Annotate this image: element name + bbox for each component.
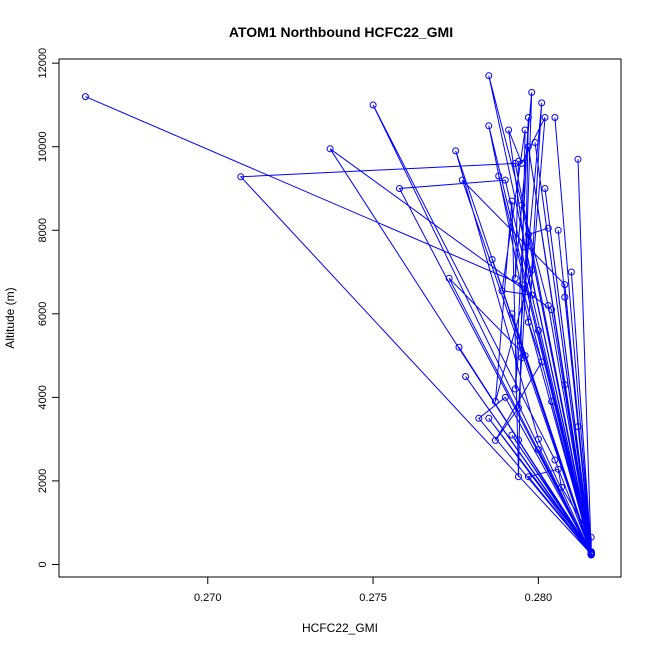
y-tick-label: 8000 [37, 218, 49, 242]
data-point [485, 122, 493, 130]
data-point [528, 291, 536, 299]
data-point [521, 126, 529, 134]
x-axis: 0.270 0.275 0.280 [194, 576, 553, 604]
data-point [511, 274, 519, 282]
data-point [518, 354, 526, 362]
data-point [541, 114, 549, 121]
y-tick-label: 12000 [37, 48, 49, 79]
data-point [515, 436, 522, 444]
data-point [561, 281, 569, 289]
data-point [521, 285, 529, 293]
plot-area [81, 72, 595, 559]
data-point [237, 173, 245, 181]
data-point [369, 101, 377, 109]
data-point [511, 385, 519, 393]
data-point [462, 373, 470, 380]
data-point [475, 414, 483, 422]
data-point [538, 99, 546, 107]
data-point [567, 268, 575, 276]
data-point [524, 114, 532, 121]
data-point [515, 473, 522, 481]
data-point [551, 456, 559, 464]
data-point [561, 293, 569, 301]
x-tick-label: 0.280 [525, 592, 553, 604]
data-point [491, 436, 499, 444]
y-axis: 0 2000 4000 6000 8000 10000 12000 [37, 48, 60, 568]
y-tick-label: 4000 [37, 385, 49, 409]
data-point [587, 549, 595, 557]
data-point [574, 155, 582, 163]
data-point [524, 473, 532, 481]
y-tick-label: 10000 [37, 131, 49, 162]
series-line [85, 75, 592, 556]
data-point [455, 343, 463, 351]
data-point [524, 231, 532, 238]
data-point [485, 414, 493, 422]
data-point [452, 147, 460, 155]
data-point [554, 226, 562, 234]
y-tick-label: 6000 [37, 302, 49, 326]
data-point [508, 197, 516, 205]
y-axis-label: Altitude (m) [3, 287, 17, 348]
data-point [544, 224, 552, 232]
data-point [505, 126, 513, 134]
data-point [498, 287, 506, 295]
y-tick-label: 2000 [37, 469, 49, 493]
data-point [538, 358, 546, 366]
data-point [396, 185, 403, 192]
data-point [445, 274, 453, 282]
data-point [534, 435, 542, 443]
data-point [541, 185, 549, 192]
data-point [501, 176, 509, 184]
x-axis-label: HCFC22_GMI [302, 621, 378, 635]
data-point [485, 72, 493, 80]
data-point [561, 381, 569, 389]
data-point [544, 302, 552, 309]
series-line [494, 92, 549, 477]
data-point [551, 114, 559, 121]
chart-title: ATOM1 Northbound HCFC22_GMI [229, 24, 453, 40]
data-point [528, 266, 536, 274]
data-point [515, 404, 522, 412]
data-point [528, 88, 536, 96]
data-point [81, 93, 89, 101]
data-point [491, 398, 499, 405]
data-point [518, 159, 526, 167]
data-point [326, 145, 334, 153]
data-point [554, 465, 562, 473]
data-point [488, 256, 496, 263]
data-point [501, 393, 509, 401]
data-point [524, 318, 532, 326]
data-point [458, 176, 466, 184]
x-tick-label: 0.275 [359, 592, 387, 604]
y-tick-label: 0 [37, 561, 49, 567]
x-tick-label: 0.270 [194, 592, 222, 604]
